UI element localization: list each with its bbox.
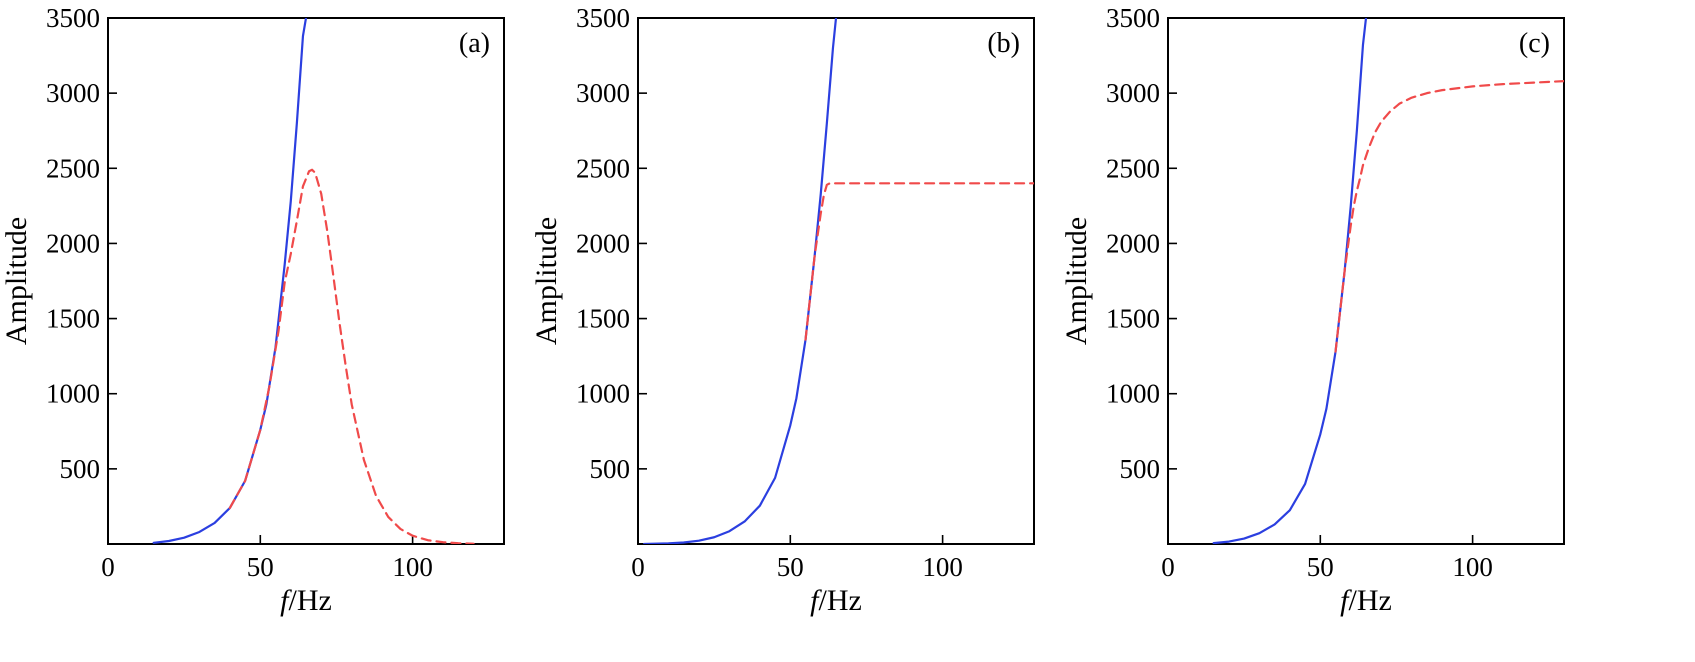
ticks-group: 0 50 100 500 1000 1500 2000 2500 3000 3500 <box>46 3 433 582</box>
y-tick-label: 1500 <box>46 304 100 334</box>
y-tick-label: 2000 <box>1106 228 1160 258</box>
y-tick-label: 500 <box>590 454 631 484</box>
x-axis-label-unit: /Hz <box>289 584 332 617</box>
y-tick-label: 3500 <box>576 3 630 33</box>
series-group <box>642 18 1034 544</box>
x-tick-label: 100 <box>922 552 963 582</box>
x-tick-label: 0 <box>101 552 115 582</box>
panel-label: (b) <box>987 28 1020 59</box>
y-tick-label: 3500 <box>46 3 100 33</box>
y-tick-label: 3500 <box>1106 3 1160 33</box>
solid-blue-series-line <box>642 18 838 544</box>
x-tick-label: 100 <box>392 552 433 582</box>
y-axis-label: Amplitude <box>530 217 563 345</box>
y-tick-label: 3000 <box>1106 78 1160 108</box>
x-axis-label-unit: /Hz <box>819 584 862 617</box>
y-tick-label: 2000 <box>46 228 100 258</box>
x-tick-label: 50 <box>1307 552 1334 582</box>
dashed-red-series-line <box>1334 80 1564 353</box>
axes-frame <box>1167 17 1565 545</box>
panel-label: (a) <box>459 28 490 59</box>
y-tick-label: 1000 <box>1106 379 1160 409</box>
panel-c: 0 50 100 500 1000 1500 2000 2500 3000 3500 (c) Am… <box>1060 3 1565 617</box>
x-tick-label: 50 <box>777 552 804 582</box>
y-tick-label: 1000 <box>576 379 630 409</box>
y-tick-label: 3000 <box>576 78 630 108</box>
y-tick-label: 1500 <box>1106 304 1160 334</box>
axes-frame <box>637 17 1035 545</box>
x-tick-label: 0 <box>1161 552 1175 582</box>
x-axis-label: f/Hz <box>280 584 332 617</box>
y-tick-label: 1500 <box>576 304 630 334</box>
y-tick-label: 2500 <box>1106 153 1160 183</box>
axes-frame <box>107 17 505 545</box>
panel-label: (c) <box>1519 28 1550 59</box>
x-axis-label: f/Hz <box>810 584 862 617</box>
y-tick-label: 1000 <box>46 379 100 409</box>
series-group <box>1212 18 1564 544</box>
y-axis-label: Amplitude <box>0 217 33 345</box>
panel-a: 0 50 100 500 1000 1500 2000 2500 3000 3500 (a) Am… <box>0 3 505 617</box>
x-tick-label: 0 <box>631 552 645 582</box>
ticks-group: 0 50 100 500 1000 1500 2000 2500 3000 3500 <box>576 3 963 582</box>
y-tick-label: 2500 <box>46 153 100 183</box>
ticks-group: 0 50 100 500 1000 1500 2000 2500 3000 3500 <box>1106 3 1493 582</box>
series-group <box>152 18 475 544</box>
solid-blue-series-line <box>1212 18 1368 544</box>
panel-b: 0 50 100 500 1000 1500 2000 2500 3000 3500 (b) Am… <box>530 3 1035 617</box>
y-axis-label: Amplitude <box>1060 217 1093 345</box>
dashed-red-series-line <box>228 168 475 544</box>
y-tick-label: 2000 <box>576 228 630 258</box>
y-tick-label: 500 <box>60 454 101 484</box>
y-tick-label: 2500 <box>576 153 630 183</box>
solid-blue-series-line <box>152 18 308 544</box>
y-tick-label: 3000 <box>46 78 100 108</box>
x-tick-label: 100 <box>1452 552 1493 582</box>
dashed-red-series-line <box>804 182 1034 341</box>
x-axis-label: f/Hz <box>1340 584 1392 617</box>
y-tick-label: 500 <box>1120 454 1161 484</box>
x-tick-label: 50 <box>247 552 274 582</box>
x-axis-label-unit: /Hz <box>1349 584 1392 617</box>
